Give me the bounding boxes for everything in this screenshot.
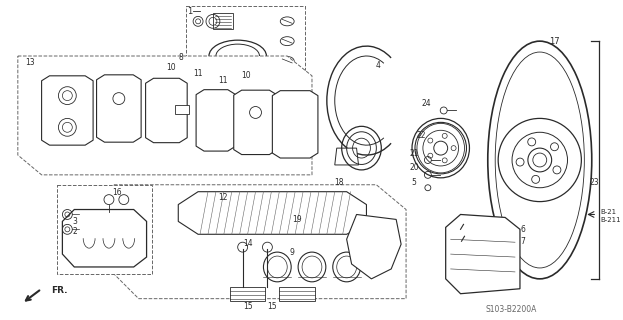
Bar <box>57 185 151 274</box>
Polygon shape <box>114 185 406 299</box>
Polygon shape <box>234 90 277 155</box>
Text: 2: 2 <box>73 227 78 236</box>
Polygon shape <box>279 287 315 300</box>
Text: 8: 8 <box>179 53 184 62</box>
Text: 17: 17 <box>549 37 560 46</box>
Text: B-211: B-211 <box>600 217 621 223</box>
Text: 14: 14 <box>243 239 252 248</box>
Text: 20: 20 <box>409 164 419 172</box>
Text: 24: 24 <box>421 99 430 108</box>
Text: 22: 22 <box>416 131 426 140</box>
Polygon shape <box>18 56 312 175</box>
Polygon shape <box>62 210 146 267</box>
Polygon shape <box>42 76 93 145</box>
Text: 1: 1 <box>188 7 193 16</box>
Text: FR.: FR. <box>52 286 68 295</box>
Text: B-21: B-21 <box>600 209 616 214</box>
Polygon shape <box>272 91 318 158</box>
Polygon shape <box>178 192 366 234</box>
Text: 13: 13 <box>25 59 34 68</box>
Text: 19: 19 <box>292 215 302 224</box>
Text: 12: 12 <box>218 193 227 202</box>
Text: 23: 23 <box>589 178 599 187</box>
Text: 11: 11 <box>193 69 203 78</box>
Text: 7: 7 <box>520 237 525 246</box>
Text: 18: 18 <box>334 178 343 187</box>
Polygon shape <box>213 13 233 29</box>
Text: 5: 5 <box>412 178 416 187</box>
Bar <box>175 105 189 115</box>
Circle shape <box>533 153 547 167</box>
Polygon shape <box>97 75 141 142</box>
Circle shape <box>193 16 203 26</box>
Text: S103-B2200A: S103-B2200A <box>485 305 536 314</box>
Text: 4: 4 <box>376 61 381 70</box>
Text: 16: 16 <box>112 188 121 197</box>
Polygon shape <box>146 78 187 143</box>
Polygon shape <box>196 90 235 151</box>
Text: 15: 15 <box>267 302 277 311</box>
Polygon shape <box>445 214 520 294</box>
Text: 3: 3 <box>73 217 78 226</box>
Text: 21: 21 <box>409 148 419 157</box>
Text: 10: 10 <box>166 63 176 72</box>
Polygon shape <box>335 148 358 165</box>
Text: 6: 6 <box>520 225 525 234</box>
Bar <box>186 6 305 96</box>
Text: 11: 11 <box>218 76 227 85</box>
Text: 9: 9 <box>290 248 295 257</box>
Text: 10: 10 <box>241 71 250 80</box>
Polygon shape <box>346 214 401 279</box>
Polygon shape <box>230 287 265 300</box>
Text: 15: 15 <box>243 302 252 311</box>
Circle shape <box>196 19 201 24</box>
